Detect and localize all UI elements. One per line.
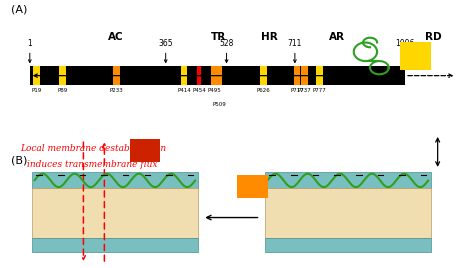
Bar	[33, 66, 40, 85]
Text: AR: AR	[329, 32, 346, 43]
Bar	[32, 238, 198, 252]
Bar	[197, 66, 201, 85]
Bar	[265, 172, 431, 188]
Text: RD: RD	[425, 32, 441, 43]
Bar	[237, 175, 267, 198]
Bar	[401, 43, 431, 70]
Text: Local membrane destabilization: Local membrane destabilization	[19, 144, 166, 153]
Text: TR: TR	[211, 32, 226, 43]
Text: P777: P777	[313, 88, 327, 92]
Text: P414: P414	[177, 88, 191, 92]
Text: P737: P737	[298, 88, 311, 92]
Bar	[260, 66, 266, 85]
Text: 1006: 1006	[395, 39, 415, 48]
Text: 1: 1	[27, 39, 32, 48]
Text: 365: 365	[158, 39, 173, 48]
Bar	[265, 188, 431, 238]
Bar	[316, 66, 323, 85]
Bar	[59, 66, 66, 85]
Text: 711: 711	[288, 39, 302, 48]
Bar	[181, 66, 187, 85]
Text: P626: P626	[256, 88, 270, 92]
Text: P19: P19	[31, 88, 42, 92]
Bar	[217, 66, 222, 85]
Bar	[32, 172, 198, 188]
Bar	[130, 139, 160, 162]
Text: (B): (B)	[11, 155, 27, 165]
Text: P454: P454	[192, 88, 206, 92]
Text: (A): (A)	[11, 4, 27, 14]
Text: induces transmembrane flux: induces transmembrane flux	[27, 160, 158, 169]
Text: HR: HR	[262, 32, 278, 43]
Text: P509: P509	[213, 102, 227, 107]
Bar	[265, 238, 431, 252]
Bar	[32, 188, 198, 238]
Text: P495: P495	[207, 88, 221, 92]
Bar	[211, 66, 218, 85]
Text: AC: AC	[108, 32, 124, 43]
Text: 528: 528	[219, 39, 234, 48]
Bar	[113, 66, 120, 85]
Text: P233: P233	[109, 88, 123, 92]
Bar	[301, 66, 308, 85]
Text: P717: P717	[290, 88, 304, 92]
Bar	[294, 66, 301, 85]
Text: P89: P89	[57, 88, 68, 92]
Bar	[30, 66, 405, 85]
